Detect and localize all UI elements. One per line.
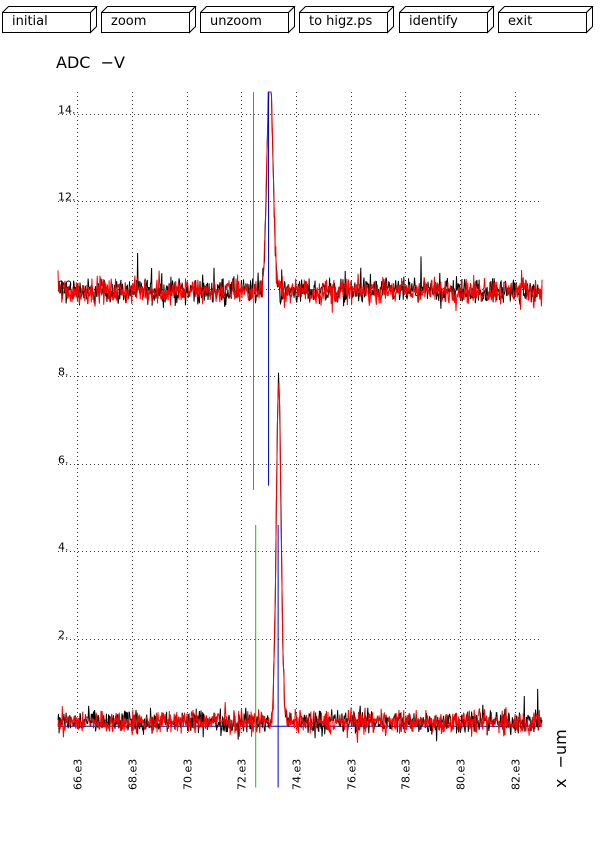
zoom-button-label: zoom bbox=[111, 14, 147, 29]
toolbar: initial zoom unzoom to higz.ps identify … bbox=[0, 0, 600, 36]
series-line bbox=[57, 91, 543, 313]
to-higz-ps-button[interactable]: to higz.ps bbox=[299, 6, 395, 34]
y-tick-label: 8. bbox=[58, 366, 69, 379]
unzoom-button-label: unzoom bbox=[210, 14, 262, 29]
zoom-button[interactable]: zoom bbox=[101, 6, 197, 34]
identify-button[interactable]: identify bbox=[399, 6, 495, 34]
series-line bbox=[57, 91, 543, 309]
markers bbox=[253, 92, 279, 788]
series-line bbox=[57, 372, 543, 742]
x-axis-title: x −um bbox=[551, 729, 570, 788]
button-frame bbox=[498, 6, 594, 34]
tick-labels: 66.e3 68.e3 70.e3 72.e3 74.e3 76.e3 78.e3 80.e3… bbox=[58, 104, 523, 791]
button-frame bbox=[101, 6, 197, 34]
x-tick-label: 76.e3 bbox=[346, 759, 359, 790]
series-line bbox=[57, 382, 543, 743]
y-tick-label: 6. bbox=[58, 454, 69, 467]
y-tick-label: 12. bbox=[58, 191, 76, 204]
x-tick-label: 82.e3 bbox=[510, 759, 523, 790]
button-frame bbox=[299, 6, 395, 34]
y-tick-label: 10. bbox=[58, 279, 76, 292]
button-frame bbox=[399, 6, 495, 34]
y-tick-label: 14. bbox=[58, 104, 76, 117]
x-tick-label: 70.e3 bbox=[182, 759, 195, 790]
identify-button-label: identify bbox=[409, 14, 458, 29]
initial-button-label: initial bbox=[12, 14, 48, 29]
unzoom-button[interactable]: unzoom bbox=[200, 6, 296, 34]
y-tick-label: 2. bbox=[58, 629, 69, 642]
x-tick-label: 78.e3 bbox=[400, 759, 413, 790]
exit-button[interactable]: exit bbox=[498, 6, 594, 34]
button-frame bbox=[200, 6, 296, 34]
grid bbox=[58, 92, 542, 735]
traces bbox=[57, 91, 543, 743]
x-tick-label: 68.e3 bbox=[127, 759, 140, 790]
x-tick-label: 66.e3 bbox=[72, 759, 85, 790]
x-tick-label: 74.e3 bbox=[291, 759, 304, 790]
button-frame bbox=[2, 6, 98, 34]
y-tick-label: 4. bbox=[58, 541, 69, 554]
exit-button-label: exit bbox=[508, 14, 533, 29]
to-higz-ps-button-label: to higz.ps bbox=[309, 14, 373, 29]
initial-button[interactable]: initial bbox=[2, 6, 98, 34]
y-axis-title: ADC −V bbox=[56, 53, 125, 72]
x-tick-label: 80.e3 bbox=[455, 759, 468, 790]
x-tick-label: 72.e3 bbox=[236, 759, 249, 790]
